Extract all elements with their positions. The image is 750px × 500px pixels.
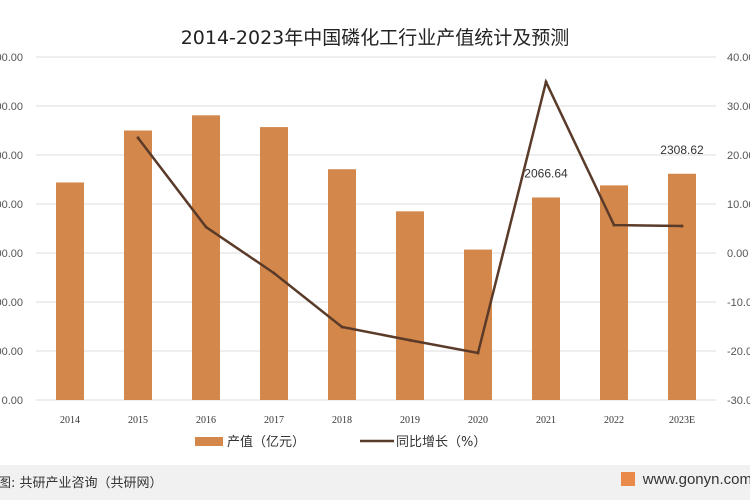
source-note: 图: 共研产业咨询（共研网） (0, 476, 163, 491)
right-axis-tick: 10.00 (727, 199, 750, 211)
growth-point-2023E (680, 224, 684, 228)
x-axis-tick: 2020 (468, 415, 488, 426)
right-axis-tick: 30.00 (727, 101, 750, 113)
bar-2021 (532, 197, 560, 400)
legend-swatch-bar (195, 437, 223, 446)
growth-point-2016 (204, 225, 208, 229)
legend-label-line: 同比增长（%） (396, 435, 486, 450)
growth-point-2018 (340, 325, 344, 329)
bar-2020 (464, 249, 492, 400)
left-axis-tick: 2000.00 (0, 199, 23, 211)
x-axis-tick: 2016 (196, 415, 216, 426)
footer: 图: 共研产业咨询（共研网） www.gonyn.com (0, 465, 750, 500)
right-axis-tick: -20.00 (727, 346, 750, 358)
x-axis-tick: 2019 (400, 415, 420, 426)
legend-label-bar: 产值（亿元） (227, 434, 305, 450)
bar-2017 (260, 127, 288, 400)
bar-2019 (396, 211, 424, 400)
left-axis-tick: 0.00 (2, 395, 23, 407)
bar-2016 (192, 115, 220, 400)
growth-point-2017 (272, 271, 276, 275)
growth-point-2015 (136, 136, 140, 140)
growth-point-2022 (612, 223, 616, 227)
data-label-2023E: 2308.62 (660, 143, 704, 157)
x-axis-tick: 2014 (60, 415, 80, 426)
right-axis-tick: 40.00 (727, 52, 750, 64)
growth-point-2020 (476, 351, 480, 355)
chart: 2014-2023年中国磷化工行业产值统计及预测 0.00 500.00 1000.… (0, 27, 750, 450)
site-url: www.gonyn.com (642, 471, 750, 488)
right-axis-tick: 0.00 (727, 248, 748, 260)
left-axis-tick: 500.00 (0, 346, 23, 358)
gonyn-logo-icon (620, 472, 635, 486)
legend: 产值（亿元） 同比增长（%） (195, 434, 486, 450)
growth-point-2019 (408, 338, 412, 342)
chart-title: 2014-2023年中国磷化工行业产值统计及预测 (181, 27, 570, 49)
right-axis-tick: -30.00 (727, 395, 750, 407)
bar-2018 (328, 169, 356, 400)
bar-2014 (56, 182, 84, 400)
x-axis-tick: 2015 (128, 415, 148, 426)
right-axis-tick: -10.00 (727, 297, 750, 309)
data-label-2021: 2066.64 (524, 166, 568, 180)
x-axis-tick: 2022 (604, 415, 624, 426)
x-axis-tick: 2021 (536, 415, 556, 426)
left-axis-tick: 1000.00 (0, 297, 23, 309)
site-link[interactable]: www.gonyn.com (620, 471, 750, 488)
bar-2023E (668, 173, 696, 400)
x-axis-tick: 2018 (332, 415, 352, 426)
right-axis-tick: 20.00 (727, 150, 750, 162)
growth-point-2021 (544, 80, 548, 84)
x-axis-tick: 2023E (669, 415, 695, 426)
bar-2022 (600, 185, 628, 400)
left-axis-tick: 2500.00 (0, 150, 23, 162)
left-axis-tick: 3500.00 (0, 52, 23, 64)
left-axis-tick: 3000.00 (0, 101, 23, 113)
left-axis-tick: 1500.00 (0, 248, 23, 260)
bar-2015 (124, 130, 152, 400)
x-axis-tick: 2017 (264, 415, 284, 426)
